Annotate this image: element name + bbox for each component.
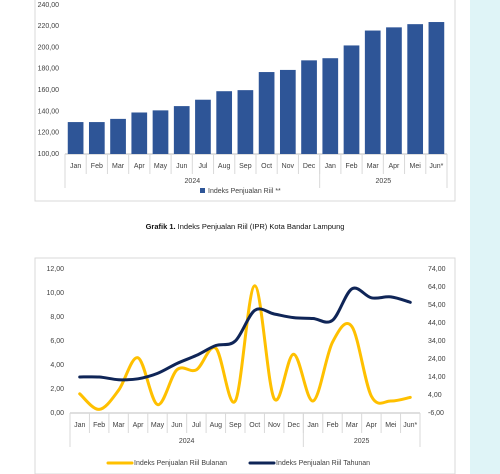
y2-tick-label: 34,00 bbox=[428, 338, 446, 345]
bar bbox=[258, 72, 275, 154]
y-tick-label: 220,00 bbox=[38, 23, 60, 30]
caption-label: Grafik 1. bbox=[146, 222, 176, 231]
x-tick-label: Nov bbox=[268, 422, 281, 429]
x-tick-label: Apr bbox=[366, 422, 378, 429]
y-tick-label: 180,00 bbox=[38, 66, 60, 73]
bar bbox=[216, 91, 233, 154]
x-tick-label: Jan bbox=[74, 422, 85, 429]
bar bbox=[343, 45, 360, 154]
x-tick-label: Jan bbox=[307, 422, 318, 429]
group-label: 2025 bbox=[376, 178, 392, 185]
y-tick-label: 0,00 bbox=[50, 410, 64, 417]
bar bbox=[364, 30, 381, 155]
y-tick-label: 12,00 bbox=[46, 266, 64, 273]
y2-tick-label: 14,00 bbox=[428, 374, 446, 381]
y-tick-label: 4,00 bbox=[50, 362, 64, 369]
x-tick-label: Jun bbox=[171, 422, 182, 429]
bar bbox=[67, 122, 84, 154]
line bbox=[78, 286, 412, 382]
bar bbox=[131, 112, 148, 154]
group-label: 2025 bbox=[354, 438, 370, 445]
bar bbox=[386, 27, 402, 155]
side-strip bbox=[470, 0, 500, 474]
group-label: 2024 bbox=[179, 438, 195, 445]
bar bbox=[322, 58, 339, 154]
y-tick-label: 100,00 bbox=[38, 151, 60, 158]
y-tick-label: 6,00 bbox=[50, 338, 64, 345]
x-tick-label: Apr bbox=[133, 422, 145, 429]
y-tick-label: 200,00 bbox=[38, 44, 60, 51]
x-tick-label: Feb bbox=[345, 163, 357, 170]
y-tick-label: 2,00 bbox=[50, 386, 64, 393]
x-tick-label: Jan bbox=[325, 163, 336, 170]
x-tick-label: Mar bbox=[113, 422, 126, 429]
x-tick-label: Oct bbox=[249, 422, 260, 429]
bar bbox=[195, 99, 211, 154]
x-tick-label: Mei bbox=[385, 422, 397, 429]
bar bbox=[110, 118, 126, 154]
x-tick-label: Jul bbox=[192, 422, 201, 429]
x-tick-label: Feb bbox=[91, 163, 103, 170]
x-tick-label: Jan bbox=[70, 163, 81, 170]
y2-tick-label: 24,00 bbox=[428, 356, 446, 363]
caption: Grafik 1. Indeks Penjualan Riil (IPR) Ko… bbox=[146, 222, 345, 231]
x-tick-label: Mei bbox=[410, 163, 422, 170]
x-tick-label: Sep bbox=[239, 163, 252, 170]
x-tick-label: May bbox=[154, 163, 168, 170]
y2-tick-label: 44,00 bbox=[428, 320, 446, 327]
bar bbox=[88, 122, 105, 154]
x-tick-label: Aug bbox=[218, 163, 231, 170]
x-tick-label: Apr bbox=[388, 163, 400, 170]
x-tick-label: Dec bbox=[287, 422, 300, 429]
bar bbox=[152, 110, 169, 154]
caption-text: Indeks Penjualan Riil (IPR) Kota Bandar … bbox=[178, 222, 345, 231]
y-tick-label: 10,00 bbox=[46, 290, 64, 297]
y-tick-label: 160,00 bbox=[38, 87, 60, 94]
legend-label: Indeks Penjualan Riil ** bbox=[208, 188, 281, 195]
y-tick-label: 140,00 bbox=[38, 108, 60, 115]
y2-tick-label: 64,00 bbox=[428, 284, 446, 291]
x-tick-label: Oct bbox=[261, 163, 272, 170]
legend-label: Indeks Penjualan Riil Tahunan bbox=[276, 460, 370, 467]
bar bbox=[237, 90, 254, 154]
y2-tick-label: -6,00 bbox=[428, 410, 444, 417]
bar bbox=[173, 106, 190, 154]
x-tick-label: May bbox=[151, 422, 165, 429]
y-tick-label: 240,00 bbox=[38, 2, 60, 9]
x-tick-label: Feb bbox=[326, 422, 338, 429]
x-tick-label: Apr bbox=[134, 163, 146, 170]
chart-frame bbox=[34, 0, 456, 202]
y-tick-label: 120,00 bbox=[38, 130, 60, 137]
bar bbox=[301, 60, 317, 154]
legend-label: Indeks Penjualan Riil Bulanan bbox=[134, 460, 227, 467]
x-tick-label: Mar bbox=[112, 163, 125, 170]
x-tick-label: Jun bbox=[176, 163, 187, 170]
chart-frame bbox=[34, 257, 456, 474]
x-tick-label: Mar bbox=[346, 422, 359, 429]
x-tick-label: Jul bbox=[198, 163, 207, 170]
x-tick-label: Jun* bbox=[429, 163, 443, 170]
group-label: 2024 bbox=[185, 178, 201, 185]
x-tick-label: Jun* bbox=[403, 422, 417, 429]
x-tick-label: Feb bbox=[93, 422, 105, 429]
y2-tick-label: 74,00 bbox=[428, 266, 446, 273]
bar bbox=[407, 24, 424, 155]
bar bbox=[279, 69, 296, 154]
y2-tick-label: 4,00 bbox=[428, 392, 442, 399]
x-tick-label: Nov bbox=[282, 163, 295, 170]
x-tick-label: Sep bbox=[229, 422, 242, 429]
x-tick-label: Dec bbox=[303, 163, 316, 170]
x-tick-label: Aug bbox=[210, 422, 223, 429]
bar bbox=[428, 22, 445, 155]
legend-swatch bbox=[200, 188, 205, 193]
y-tick-label: 8,00 bbox=[50, 314, 64, 321]
line bbox=[78, 284, 412, 411]
y2-tick-label: 54,00 bbox=[428, 302, 446, 309]
x-tick-label: Mar bbox=[367, 163, 380, 170]
